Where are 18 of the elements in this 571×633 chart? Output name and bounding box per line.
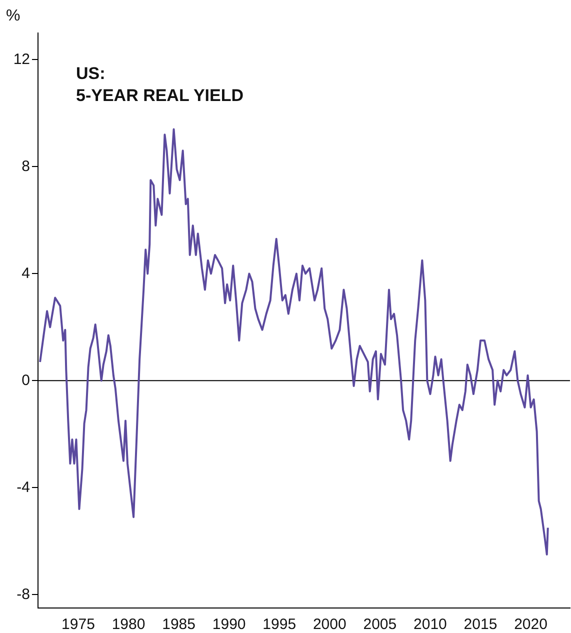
y-tick-label: -8 [16,586,30,603]
y-tick-label: 8 [22,158,30,175]
x-tick-label: 1995 [262,616,296,633]
x-tick-label: 1985 [162,616,196,633]
x-tick-label: 2010 [414,616,447,633]
x-tick-label: 2020 [514,616,548,633]
text: US: 5-YEAR REAL YIELD [76,64,244,106]
x-tick-label: 2015 [464,616,498,633]
y-tick-label: 12 [13,50,30,68]
x-tick-label: 1975 [62,616,95,633]
y-tick-label: 0 [22,372,30,389]
x-tick-label: 1990 [212,616,246,633]
x-tick-label: 1980 [112,616,146,633]
y-tick-label: 4 [22,264,30,282]
x-tick-label: 2000 [312,616,346,633]
x-tick-label: 2005 [363,616,397,633]
y-tick-label: -4 [16,478,30,496]
y-axis-title: % [6,7,20,24]
